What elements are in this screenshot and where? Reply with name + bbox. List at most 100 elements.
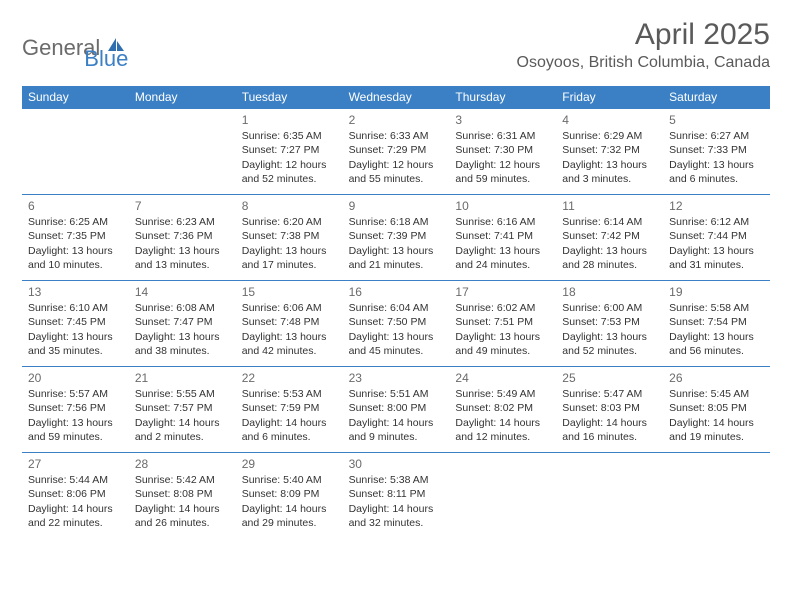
weekday-header: Saturday	[663, 86, 770, 108]
sunrise-text: Sunrise: 5:40 AM	[242, 473, 337, 487]
sunrise-text: Sunrise: 6:27 AM	[669, 129, 764, 143]
day-number: 4	[562, 112, 657, 128]
sunrise-text: Sunrise: 6:31 AM	[455, 129, 550, 143]
calendar-cell: 1Sunrise: 6:35 AMSunset: 7:27 PMDaylight…	[236, 108, 343, 194]
daylight-text: Daylight: 13 hours and 13 minutes.	[135, 244, 230, 272]
sunset-text: Sunset: 7:33 PM	[669, 143, 764, 157]
daylight-text: Daylight: 14 hours and 9 minutes.	[349, 416, 444, 444]
day-number: 28	[135, 456, 230, 472]
day-number: 19	[669, 284, 764, 300]
daylight-text: Daylight: 14 hours and 6 minutes.	[242, 416, 337, 444]
sunrise-text: Sunrise: 6:02 AM	[455, 301, 550, 315]
day-number: 8	[242, 198, 337, 214]
calendar-cell: 18Sunrise: 6:00 AMSunset: 7:53 PMDayligh…	[556, 280, 663, 366]
calendar-cell: 3Sunrise: 6:31 AMSunset: 7:30 PMDaylight…	[449, 108, 556, 194]
daylight-text: Daylight: 14 hours and 29 minutes.	[242, 502, 337, 530]
sunset-text: Sunset: 7:59 PM	[242, 401, 337, 415]
weekday-header: Wednesday	[343, 86, 450, 108]
sunrise-text: Sunrise: 6:14 AM	[562, 215, 657, 229]
sunrise-text: Sunrise: 6:12 AM	[669, 215, 764, 229]
sunset-text: Sunset: 7:51 PM	[455, 315, 550, 329]
day-number: 6	[28, 198, 123, 214]
sunset-text: Sunset: 8:08 PM	[135, 487, 230, 501]
sunrise-text: Sunrise: 5:38 AM	[349, 473, 444, 487]
calendar-cell-empty	[556, 452, 663, 538]
calendar-cell: 20Sunrise: 5:57 AMSunset: 7:56 PMDayligh…	[22, 366, 129, 452]
sunrise-text: Sunrise: 6:06 AM	[242, 301, 337, 315]
sunset-text: Sunset: 7:42 PM	[562, 229, 657, 243]
daylight-text: Daylight: 14 hours and 26 minutes.	[135, 502, 230, 530]
sunset-text: Sunset: 7:53 PM	[562, 315, 657, 329]
calendar-cell: 9Sunrise: 6:18 AMSunset: 7:39 PMDaylight…	[343, 194, 450, 280]
calendar-cell: 15Sunrise: 6:06 AMSunset: 7:48 PMDayligh…	[236, 280, 343, 366]
sunset-text: Sunset: 7:39 PM	[349, 229, 444, 243]
sunrise-text: Sunrise: 5:57 AM	[28, 387, 123, 401]
daylight-text: Daylight: 13 hours and 10 minutes.	[28, 244, 123, 272]
sunset-text: Sunset: 7:56 PM	[28, 401, 123, 415]
sunrise-text: Sunrise: 6:29 AM	[562, 129, 657, 143]
day-number: 5	[669, 112, 764, 128]
header: General Blue April 2025 Osoyoos, British…	[22, 18, 770, 72]
calendar-cell-empty	[663, 452, 770, 538]
sunset-text: Sunset: 7:44 PM	[669, 229, 764, 243]
weekday-header: Tuesday	[236, 86, 343, 108]
sunset-text: Sunset: 7:36 PM	[135, 229, 230, 243]
sunrise-text: Sunrise: 6:25 AM	[28, 215, 123, 229]
page-title: April 2025	[517, 18, 770, 52]
calendar-cell: 22Sunrise: 5:53 AMSunset: 7:59 PMDayligh…	[236, 366, 343, 452]
sunset-text: Sunset: 7:47 PM	[135, 315, 230, 329]
daylight-text: Daylight: 13 hours and 3 minutes.	[562, 158, 657, 186]
daylight-text: Daylight: 14 hours and 16 minutes.	[562, 416, 657, 444]
daylight-text: Daylight: 14 hours and 19 minutes.	[669, 416, 764, 444]
daylight-text: Daylight: 12 hours and 59 minutes.	[455, 158, 550, 186]
sunrise-text: Sunrise: 6:18 AM	[349, 215, 444, 229]
sunset-text: Sunset: 8:06 PM	[28, 487, 123, 501]
calendar-cell: 26Sunrise: 5:45 AMSunset: 8:05 PMDayligh…	[663, 366, 770, 452]
day-number: 16	[349, 284, 444, 300]
day-number: 1	[242, 112, 337, 128]
sunset-text: Sunset: 8:00 PM	[349, 401, 444, 415]
day-number: 20	[28, 370, 123, 386]
calendar-cell: 11Sunrise: 6:14 AMSunset: 7:42 PMDayligh…	[556, 194, 663, 280]
sunset-text: Sunset: 7:57 PM	[135, 401, 230, 415]
weekday-header: Friday	[556, 86, 663, 108]
calendar-cell: 23Sunrise: 5:51 AMSunset: 8:00 PMDayligh…	[343, 366, 450, 452]
sunrise-text: Sunrise: 5:47 AM	[562, 387, 657, 401]
sunrise-text: Sunrise: 5:49 AM	[455, 387, 550, 401]
title-block: April 2025 Osoyoos, British Columbia, Ca…	[517, 18, 770, 72]
calendar-cell-empty	[449, 452, 556, 538]
sunset-text: Sunset: 7:35 PM	[28, 229, 123, 243]
calendar-cell: 5Sunrise: 6:27 AMSunset: 7:33 PMDaylight…	[663, 108, 770, 194]
daylight-text: Daylight: 13 hours and 49 minutes.	[455, 330, 550, 358]
sunrise-text: Sunrise: 5:44 AM	[28, 473, 123, 487]
sunrise-text: Sunrise: 5:55 AM	[135, 387, 230, 401]
daylight-text: Daylight: 13 hours and 17 minutes.	[242, 244, 337, 272]
day-number: 18	[562, 284, 657, 300]
sunset-text: Sunset: 7:38 PM	[242, 229, 337, 243]
sunset-text: Sunset: 8:02 PM	[455, 401, 550, 415]
sunrise-text: Sunrise: 6:33 AM	[349, 129, 444, 143]
sunset-text: Sunset: 7:29 PM	[349, 143, 444, 157]
calendar-cell: 21Sunrise: 5:55 AMSunset: 7:57 PMDayligh…	[129, 366, 236, 452]
daylight-text: Daylight: 12 hours and 55 minutes.	[349, 158, 444, 186]
calendar-cell-empty	[129, 108, 236, 194]
sunset-text: Sunset: 8:05 PM	[669, 401, 764, 415]
sunrise-text: Sunrise: 6:20 AM	[242, 215, 337, 229]
daylight-text: Daylight: 13 hours and 35 minutes.	[28, 330, 123, 358]
daylight-text: Daylight: 13 hours and 42 minutes.	[242, 330, 337, 358]
sunset-text: Sunset: 8:03 PM	[562, 401, 657, 415]
calendar-cell: 8Sunrise: 6:20 AMSunset: 7:38 PMDaylight…	[236, 194, 343, 280]
daylight-text: Daylight: 14 hours and 22 minutes.	[28, 502, 123, 530]
sunset-text: Sunset: 8:09 PM	[242, 487, 337, 501]
calendar-cell: 14Sunrise: 6:08 AMSunset: 7:47 PMDayligh…	[129, 280, 236, 366]
sunrise-text: Sunrise: 6:08 AM	[135, 301, 230, 315]
calendar-cell: 19Sunrise: 5:58 AMSunset: 7:54 PMDayligh…	[663, 280, 770, 366]
calendar-cell: 13Sunrise: 6:10 AMSunset: 7:45 PMDayligh…	[22, 280, 129, 366]
day-number: 23	[349, 370, 444, 386]
calendar-cell: 2Sunrise: 6:33 AMSunset: 7:29 PMDaylight…	[343, 108, 450, 194]
calendar-cell: 4Sunrise: 6:29 AMSunset: 7:32 PMDaylight…	[556, 108, 663, 194]
daylight-text: Daylight: 13 hours and 6 minutes.	[669, 158, 764, 186]
sunrise-text: Sunrise: 5:42 AM	[135, 473, 230, 487]
sunrise-text: Sunrise: 5:58 AM	[669, 301, 764, 315]
sunset-text: Sunset: 7:32 PM	[562, 143, 657, 157]
